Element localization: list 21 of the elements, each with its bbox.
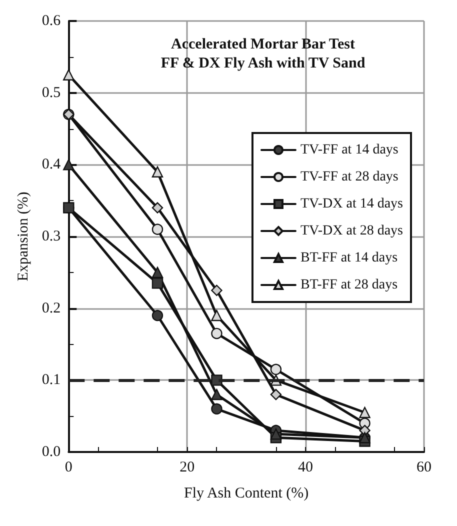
y-axis-title: Expansion (%) xyxy=(16,192,32,282)
legend-label: TV-DX at 14 days xyxy=(300,196,404,212)
y-tick-label: 0.6 xyxy=(42,13,62,29)
x-tick-label: 40 xyxy=(298,460,314,476)
legend-label: TV-DX at 28 days xyxy=(300,224,404,238)
text: Accelerated Mortar Bar Test xyxy=(171,36,355,52)
x-axis-title: Fly Ash Content (%) xyxy=(184,486,309,502)
legend-label: BT-FF at 28 days xyxy=(300,278,398,292)
y-tick-label: 0.5 xyxy=(42,84,61,101)
text: FF & DX Fly Ash with TV Sand xyxy=(160,56,366,72)
legend-label: BT-FF at 14 days xyxy=(300,250,398,266)
y-tick-label: 0.3 xyxy=(42,228,61,244)
y-tick-label: 0.0 xyxy=(42,444,61,460)
x-tick-label: 0 xyxy=(64,460,72,476)
legend-label: TV-FF at 14 days xyxy=(300,142,398,158)
y-tick-label: 0.4 xyxy=(42,156,62,173)
y-tick-label: 0.1 xyxy=(42,372,61,388)
legend-label: TV-FF at 28 days xyxy=(300,170,398,184)
y-tick-label: 0.2 xyxy=(42,300,61,316)
x-tick-label: 60 xyxy=(416,460,432,476)
x-tick-label: 20 xyxy=(180,460,195,476)
